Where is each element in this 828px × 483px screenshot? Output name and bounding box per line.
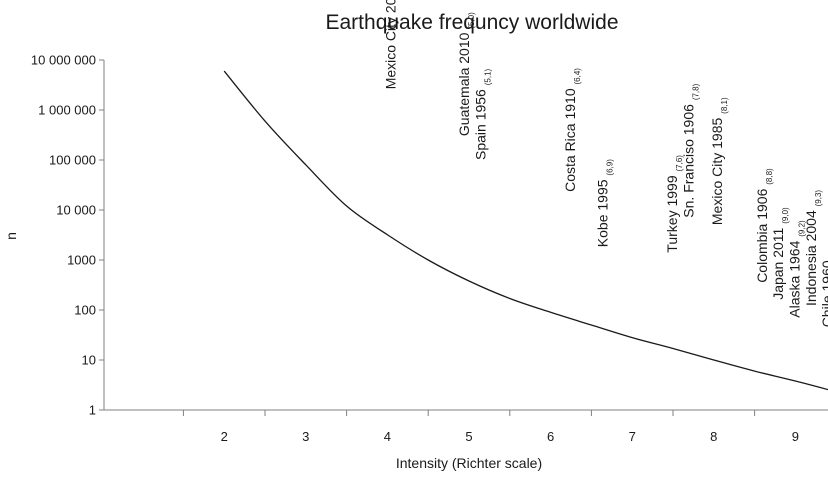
x-tick-label: 5 bbox=[465, 429, 472, 444]
annotation-label: Sn. Franciso 1906 bbox=[680, 100, 696, 218]
annotation-label: Costa Rica 1910 bbox=[562, 84, 578, 191]
y-tick-label: 10 bbox=[82, 353, 96, 368]
annotation-label: Kobe 1995 bbox=[595, 176, 611, 248]
annotation-label: Alaska 1964 bbox=[787, 237, 803, 318]
annotation-1: Guatemala 2010 (5,0) bbox=[456, 12, 476, 136]
annotation-label: Japan 2011 bbox=[770, 224, 786, 300]
annotation-value: (8,8) bbox=[765, 168, 774, 185]
x-tick-label: 9 bbox=[792, 429, 799, 444]
annotation-5: Turkey 1999 (7,6) bbox=[664, 155, 684, 253]
annotation-value: (6,9) bbox=[606, 159, 615, 176]
y-tick-label: 1 000 000 bbox=[38, 103, 96, 118]
x-tick-label: 6 bbox=[547, 429, 554, 444]
annotation-value: (5,0) bbox=[467, 12, 476, 29]
x-tick-label: 4 bbox=[384, 429, 391, 444]
x-tick-label: 8 bbox=[710, 429, 717, 444]
annotation-label: Turkey 1999 bbox=[664, 171, 680, 252]
y-tick-label: 100 bbox=[74, 303, 96, 318]
x-tick-label: 3 bbox=[302, 429, 309, 444]
annotation-label: Mexico City 1985 bbox=[709, 114, 725, 225]
y-tick-label: 1000 bbox=[67, 253, 96, 268]
annotation-value: (6,4) bbox=[573, 68, 582, 85]
annotation-value: (5,1) bbox=[483, 68, 492, 85]
annotation-2: Spain 1956 (5,1) bbox=[472, 68, 492, 160]
annotation-value: (9,3) bbox=[814, 190, 823, 207]
x-tick-label: 2 bbox=[221, 429, 228, 444]
y-tick-label: 10 000 000 bbox=[31, 53, 96, 68]
annotation-3: Costa Rica 1910 (6,4) bbox=[562, 68, 582, 192]
annotation-6: Sn. Franciso 1906 (7,8) bbox=[680, 83, 700, 217]
annotation-10: Alaska 1964 (9,2) bbox=[787, 220, 807, 318]
annotation-0: Mexico City 2014 (4,1) bbox=[383, 0, 403, 89]
annotation-11: Indonesia 2004 (9,3) bbox=[803, 190, 823, 306]
x-axis-ticks: 2345678910 bbox=[182, 410, 799, 444]
annotation-12: Chile 1960 (9,5) bbox=[819, 240, 828, 328]
annotation-value: (7,6) bbox=[675, 155, 684, 172]
frequency-curve bbox=[223, 70, 828, 391]
chart-title: Earthquake frequncy worldwide bbox=[326, 11, 619, 34]
x-tick-label: 7 bbox=[629, 429, 636, 444]
annotation-label: Colombia 1906 bbox=[754, 185, 770, 283]
annotation-label: Mexico City 2014 bbox=[383, 0, 399, 89]
y-axis-ticks: 1 10 100 1000 10 000 100 000 1 000 000 10 000 0… bbox=[31, 53, 104, 418]
annotation-value: (9,2) bbox=[798, 220, 807, 237]
annotation-value: (7,8) bbox=[691, 83, 700, 100]
annotation-value: (8,1) bbox=[720, 97, 729, 114]
annotation-value: (9,0) bbox=[781, 207, 790, 224]
annotation-label: Spain 1956 bbox=[472, 85, 488, 160]
annotation-4: Kobe 1995 (6,9) bbox=[595, 159, 615, 247]
y-tick-label: 10 000 bbox=[56, 203, 96, 218]
annotation-9: Japan 2011 (9,0) bbox=[770, 207, 790, 300]
annotation-label: Indonesia 2004 bbox=[803, 206, 819, 306]
earthquake-annotations: Mexico City 2014 (4,1) Guatemala 2010 (5,… bbox=[383, 0, 828, 327]
annotation-8: Colombia 1906 (8,8) bbox=[754, 168, 774, 283]
y-tick-label: 100 000 bbox=[49, 153, 96, 168]
x-axis-label: Intensity (Richter scale) bbox=[396, 455, 542, 471]
y-axis-label: n bbox=[3, 232, 19, 240]
annotation-7: Mexico City 1985 (8,1) bbox=[709, 97, 729, 225]
annotation-label: Guatemala 2010 bbox=[456, 29, 472, 136]
annotation-label: Chile 1960 bbox=[819, 256, 828, 327]
y-tick-label: 1 bbox=[89, 403, 96, 418]
